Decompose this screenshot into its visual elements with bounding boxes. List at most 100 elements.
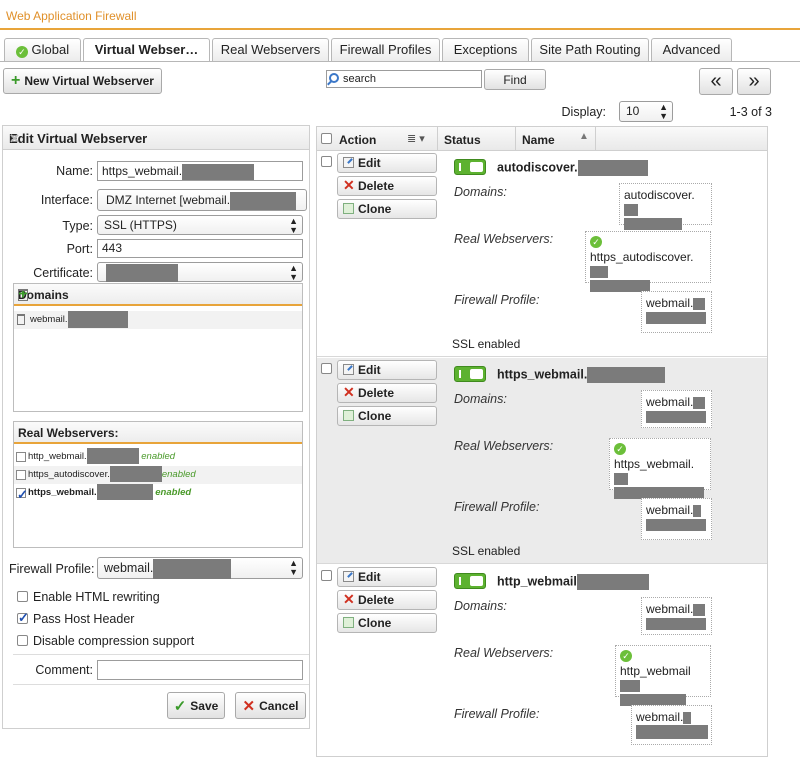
- tab-label: Firewall Profiles: [339, 42, 432, 57]
- clone-button[interactable]: Clone: [337, 613, 437, 633]
- tab-exceptions[interactable]: Exceptions: [442, 38, 529, 61]
- save-button[interactable]: ✓ Save: [167, 692, 225, 719]
- port-field[interactable]: 443: [97, 239, 303, 258]
- html-rewriting-label: Enable HTML rewriting: [33, 590, 160, 604]
- interface-select[interactable]: DMZ Internet [webmail.: [97, 189, 307, 211]
- close-icon[interactable]: ✕: [9, 131, 20, 146]
- html-rewriting-checkbox[interactable]: [17, 591, 28, 602]
- tab-firewall-profiles[interactable]: Firewall Profiles: [331, 38, 440, 61]
- tab-site-path-routing[interactable]: Site Path Routing: [531, 38, 649, 61]
- row-checkbox[interactable]: [321, 363, 332, 374]
- real-webserver-value: https_webmail.: [614, 457, 695, 471]
- tab-label: Global: [31, 42, 70, 57]
- disable-compression-checkbox[interactable]: [17, 635, 28, 646]
- pass-host-header-checkbox[interactable]: ✓: [17, 611, 29, 625]
- real-webserver-status: enabled: [155, 487, 192, 498]
- domain-item[interactable]: webmail.: [14, 311, 302, 329]
- clone-button[interactable]: Clone: [337, 199, 437, 219]
- redacted-block: [693, 504, 702, 517]
- add-icon[interactable]: +: [18, 284, 28, 303]
- certificate-select[interactable]: ▲ ▼: [97, 262, 303, 282]
- trash-icon[interactable]: [18, 289, 28, 301]
- firewall-profile-select[interactable]: webmail. ▲ ▼: [97, 557, 303, 579]
- disable-compression-option[interactable]: Disable compression support: [17, 634, 194, 648]
- edit-button[interactable]: Edit: [337, 360, 437, 380]
- column-name[interactable]: Name: [522, 133, 555, 147]
- prev-page-button[interactable]: «: [699, 68, 733, 95]
- tab-advanced[interactable]: Advanced: [651, 38, 732, 61]
- tab-label: Virtual Webser…: [94, 42, 199, 57]
- list-header: Action ≣ ▾ Status Name ▲: [317, 127, 767, 151]
- next-page-button[interactable]: »: [737, 68, 771, 95]
- firewall-profile-value-box: webmail.: [631, 705, 712, 745]
- comment-label: Comment:: [35, 663, 93, 677]
- edit-button[interactable]: Edit: [337, 567, 437, 587]
- find-label: Find: [503, 72, 527, 87]
- check-circle-icon: ✓: [15, 46, 28, 58]
- real-webserver-value: http_webmail: [620, 664, 691, 678]
- ssl-status: SSL enabled: [452, 337, 521, 351]
- x-icon: ✕: [242, 697, 256, 715]
- real-webserver-checkbox[interactable]: [16, 452, 26, 462]
- redacted-block: [590, 265, 608, 278]
- entry-name-text: http_webmail: [497, 574, 577, 589]
- tab-real-webservers[interactable]: Real Webservers: [212, 38, 329, 61]
- status-toggle[interactable]: [454, 573, 486, 589]
- real-webserver-status: enabled: [161, 469, 196, 480]
- status-toggle[interactable]: [454, 159, 486, 175]
- redacted-block: [96, 484, 153, 501]
- real-webserver-name: https_autodiscover.: [28, 469, 110, 480]
- html-rewriting-option[interactable]: Enable HTML rewriting: [17, 590, 160, 604]
- column-separator: [595, 127, 596, 150]
- tab-bar: ✓ Global Virtual Webser… Real Webservers…: [0, 38, 800, 62]
- real-webserver-checkbox[interactable]: ✓: [16, 487, 28, 502]
- real-webservers-value-box: ✓ http_webmail: [615, 645, 711, 706]
- redacted-block: [646, 617, 706, 630]
- clone-label: Clone: [358, 409, 392, 423]
- redacted-block: [620, 693, 686, 706]
- display-select[interactable]: 10 ▲ ▼: [619, 101, 673, 122]
- tab-global[interactable]: ✓ Global: [4, 38, 81, 61]
- clone-button[interactable]: Clone: [337, 406, 437, 426]
- cancel-button[interactable]: ✕ Cancel: [235, 692, 306, 719]
- name-field[interactable]: https_webmail.: [97, 161, 303, 181]
- type-select[interactable]: SSL (HTTPS) ▲ ▼: [97, 215, 303, 235]
- real-webserver-item[interactable]: ✓ https_webmail. enabled: [14, 484, 302, 502]
- trash-icon[interactable]: [17, 314, 25, 325]
- search-placeholder: search: [343, 73, 377, 85]
- comment-field[interactable]: [97, 660, 303, 680]
- edit-panel-title: Edit Virtual Webserver: [9, 131, 148, 146]
- delete-label: Delete: [358, 386, 395, 400]
- search-icon: [329, 73, 339, 83]
- redacted-block: [646, 311, 706, 324]
- column-menu-icon[interactable]: ≣ ▾: [407, 133, 425, 145]
- tab-virtual-webservers[interactable]: Virtual Webser…: [83, 38, 210, 62]
- real-webserver-checkbox[interactable]: [16, 470, 26, 480]
- status-toggle[interactable]: [454, 366, 486, 382]
- delete-button[interactable]: ✕ Delete: [337, 176, 437, 196]
- select-all-checkbox[interactable]: [321, 133, 332, 144]
- new-virtual-webserver-button[interactable]: + New Virtual Webserver: [3, 68, 162, 94]
- real-webserver-value: https_autodiscover.: [590, 250, 694, 264]
- clone-icon: [343, 410, 354, 421]
- row-checkbox[interactable]: [321, 156, 332, 167]
- row-checkbox[interactable]: [321, 570, 332, 581]
- entry-name: http_webmail: [497, 574, 649, 590]
- select-arrows-icon: ▲ ▼: [659, 102, 668, 121]
- app-titlebar: Web Application Firewall: [0, 0, 800, 30]
- firewall-profile-value-box: webmail.: [641, 291, 712, 333]
- delete-button[interactable]: ✕ Delete: [337, 590, 437, 610]
- domains-label: Domains:: [454, 185, 507, 199]
- firewall-profile-label: Firewall Profile:: [9, 562, 95, 576]
- plus-icon: +: [11, 72, 21, 89]
- edit-button[interactable]: Edit: [337, 153, 437, 173]
- search-input[interactable]: search: [326, 70, 482, 88]
- delete-button[interactable]: ✕ Delete: [337, 383, 437, 403]
- real-webserver-item[interactable]: https_autodiscover. enabled: [14, 466, 302, 484]
- pass-host-header-option[interactable]: ✓ Pass Host Header: [17, 611, 134, 626]
- virtual-webserver-list: Action ≣ ▾ Status Name ▲ Edit ✕ Delete Cl…: [316, 126, 768, 757]
- real-webserver-item[interactable]: http_webmail. enabled: [14, 448, 302, 466]
- real-webservers-box: Real Webservers: http_webmail. enabled h…: [13, 421, 303, 548]
- find-button[interactable]: Find: [484, 69, 546, 90]
- redacted-block: [106, 263, 178, 282]
